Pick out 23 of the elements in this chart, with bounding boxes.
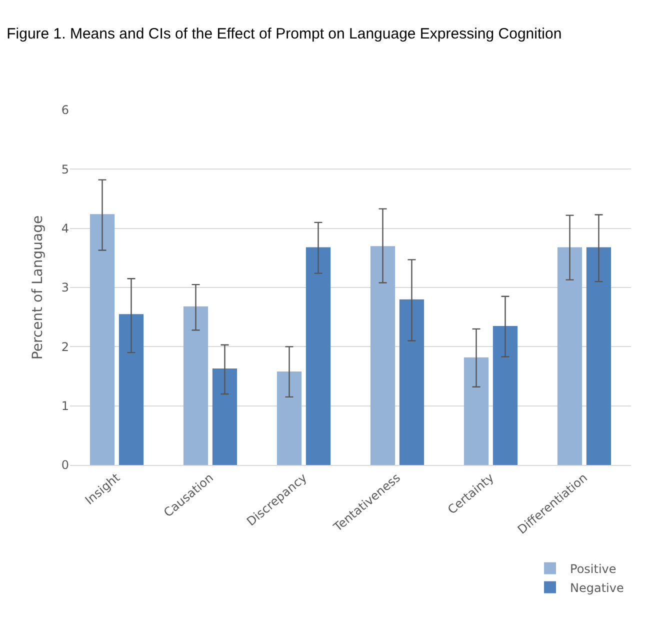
y-tick-label: 3 — [61, 280, 69, 295]
y-axis-title: Percent of Language — [30, 215, 46, 360]
y-tick-label: 5 — [61, 162, 69, 176]
y-tick-label: 1 — [61, 399, 69, 414]
y-tick-label: 6 — [61, 103, 69, 118]
bar — [118, 314, 144, 465]
bar — [557, 247, 582, 465]
bar — [492, 326, 518, 465]
bar — [183, 306, 208, 465]
bar — [306, 247, 331, 465]
bar — [276, 372, 302, 465]
legend-label: Positive — [570, 562, 616, 576]
bar — [586, 247, 612, 465]
y-tick-label: 0 — [61, 458, 69, 472]
chart-title: Figure 1. Means and CIs of the Effect of Prompt on Language Expressing Cognition — [6, 26, 562, 43]
bar — [212, 368, 238, 465]
y-tick-label: 4 — [61, 222, 69, 236]
legend-label: Negative — [570, 580, 624, 595]
bar — [370, 246, 396, 465]
bar — [399, 299, 424, 465]
bar — [90, 214, 115, 465]
bar — [464, 357, 489, 465]
y-tick-label: 2 — [61, 340, 69, 354]
